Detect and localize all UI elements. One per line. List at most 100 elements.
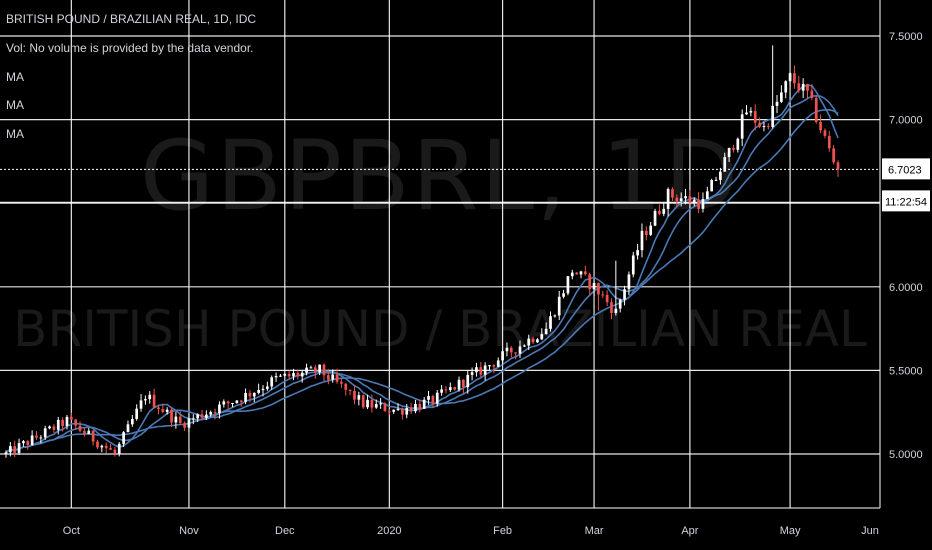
candle	[144, 395, 147, 405]
candle	[671, 187, 674, 202]
candle-body	[22, 441, 25, 444]
candle-body	[723, 157, 727, 172]
candle-body	[213, 412, 217, 414]
candle	[631, 251, 635, 278]
candle-body	[435, 392, 439, 404]
candle-body	[714, 179, 718, 181]
candle	[69, 412, 73, 421]
candle-body	[749, 111, 753, 113]
candle-body	[135, 408, 139, 419]
candle-body	[814, 97, 818, 122]
candle-body	[370, 399, 374, 408]
time-tick-label: May	[780, 525, 801, 537]
candle	[387, 409, 391, 415]
candle-body	[653, 210, 657, 226]
candle-body	[300, 372, 304, 377]
candle-body	[705, 191, 709, 199]
candle-body	[209, 412, 213, 415]
legend-ma-3: MA	[6, 127, 24, 141]
candle	[762, 121, 766, 132]
candle-body	[584, 271, 587, 275]
candle-body	[623, 289, 626, 300]
candle	[296, 370, 300, 380]
candle	[688, 190, 692, 204]
candle-body	[636, 250, 639, 256]
candle	[636, 243, 639, 260]
candle	[797, 75, 801, 94]
candle-body	[675, 197, 679, 202]
candle	[601, 290, 605, 299]
candle	[257, 383, 260, 395]
candle-body	[462, 379, 465, 388]
candle-body	[797, 83, 801, 91]
candle	[61, 417, 64, 432]
candle-body	[727, 147, 731, 158]
time-tick-label: Oct	[63, 525, 80, 537]
candle-body	[649, 225, 653, 235]
countdown-box	[882, 190, 930, 212]
candle	[244, 388, 247, 405]
candle-body	[631, 255, 635, 275]
candle	[440, 385, 443, 396]
candle-body	[601, 294, 605, 296]
candle-body	[605, 294, 609, 303]
candle	[806, 83, 809, 99]
candle-body	[827, 135, 831, 149]
candle	[836, 160, 840, 177]
price-tick-label: 6.0000	[889, 282, 923, 294]
candle-body	[43, 428, 47, 438]
candle	[218, 401, 221, 419]
candle	[396, 403, 400, 411]
candle-body	[566, 276, 570, 294]
candle-body	[549, 316, 552, 329]
candle-body	[191, 418, 195, 420]
candle-body	[122, 432, 125, 444]
candle-body	[200, 414, 204, 418]
candle-body	[784, 81, 788, 93]
candle	[87, 428, 91, 435]
candle-body	[292, 373, 295, 377]
candle	[658, 204, 661, 216]
candle-body	[544, 328, 548, 335]
candle-body	[453, 387, 457, 390]
candle	[618, 298, 622, 313]
last-price-label: 6.7023	[888, 164, 922, 176]
candle-body	[174, 416, 178, 423]
candle	[196, 413, 200, 422]
candle	[148, 391, 152, 404]
candle	[39, 435, 43, 444]
candle-body	[340, 381, 343, 384]
candle	[675, 194, 679, 207]
candle-body	[178, 416, 182, 423]
candle-body	[48, 426, 51, 429]
candle	[113, 447, 117, 457]
candle-body	[357, 395, 361, 400]
candle-body	[806, 83, 809, 91]
candle-body	[305, 367, 308, 373]
candle-body	[144, 399, 147, 401]
candle-body	[83, 430, 86, 435]
candle	[483, 362, 487, 381]
candle-body	[205, 414, 208, 418]
candle-body	[331, 374, 335, 380]
candle-body	[126, 424, 130, 433]
candle	[270, 375, 274, 390]
candle-body	[374, 404, 378, 408]
candle	[379, 398, 382, 409]
candle-body	[588, 274, 592, 290]
candle	[340, 377, 343, 388]
candle	[35, 431, 38, 440]
candle	[684, 188, 687, 205]
candle	[714, 176, 718, 181]
candle	[627, 271, 631, 296]
candle-body	[152, 394, 156, 408]
candle-body	[65, 416, 69, 427]
candle-body	[296, 373, 300, 377]
candle	[605, 290, 609, 307]
candle-body	[353, 390, 356, 400]
candle	[766, 123, 770, 130]
candle	[793, 65, 796, 89]
candle	[183, 421, 186, 431]
candle-body	[109, 448, 112, 450]
